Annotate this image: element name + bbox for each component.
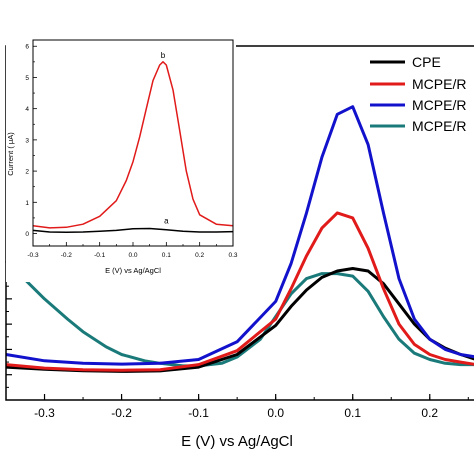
legend: CPE MCPE/R MCPE/R MCPE/R: [370, 54, 466, 134]
main-x-tick-label: 0.2: [421, 406, 438, 420]
main-plot-lines: [4, 105, 474, 373]
main-series-line-4: [4, 259, 474, 368]
inset-y-axis-label: Current ( μA): [6, 132, 15, 176]
legend-label-3: MCPE/R: [412, 97, 466, 113]
inset-x-tick-label: -0.1: [94, 252, 106, 259]
legend-label-1: CPE: [412, 54, 441, 70]
inset-x-tick-label: -0.2: [61, 252, 73, 259]
main-x-tick-label: -0.2: [111, 406, 132, 420]
inset-x-tick-label: 0.2: [195, 252, 204, 259]
inset-plot-lines: [32, 61, 234, 234]
inset-curve-label-b: b: [161, 51, 166, 60]
inset-series-line-2: [32, 61, 234, 229]
inset-y-tick-label: 0: [25, 231, 29, 238]
inset-y-tick-label: 3: [25, 137, 29, 144]
main-x-ticks: -0.3 -0.2 -0.1 0.0 0.1 0.2: [5, 394, 469, 420]
main-series-line-2: [5, 211, 474, 372]
inset-x-tick-label: 0.0: [128, 252, 137, 259]
inset-x-axis-label: E (V) vs Ag/AgCl: [105, 266, 161, 275]
main-x-axis-label: E (V) vs Ag/AgCl: [181, 433, 293, 450]
inset-background: [6, 40, 236, 282]
inset-curve-label-a: a: [164, 217, 169, 226]
inset-x-tick-label: -0.3: [27, 252, 39, 259]
inset-series-line-1: [32, 227, 234, 234]
inset-x-ticks: -0.3 -0.2 -0.1 0.0 0.1 0.2 0.3: [27, 242, 238, 259]
inset-y-tick-label: 4: [25, 106, 29, 113]
main-x-tick-label: 0.1: [344, 406, 361, 420]
inset-y-tick-label: 1: [25, 200, 29, 207]
inset-x-tick-label: 0.1: [162, 252, 171, 259]
legend-label-4: MCPE/R: [412, 118, 466, 134]
inset-chart: 0 1 2 3 4 5 6 -0.3 -0.2 -0.1 0.0 0.1 0.2 0.3 Current…: [6, 39, 238, 282]
main-series-line-3: [5, 105, 474, 366]
inset-y-tick-label: 2: [25, 169, 29, 176]
inset-y-tick-label: 5: [25, 75, 29, 82]
main-x-tick-label: -0.1: [188, 406, 209, 420]
legend-label-2: MCPE/R: [412, 76, 466, 92]
inset-y-tick-label: 6: [25, 44, 29, 51]
inset-y-ticks: 0 1 2 3 4 5 6: [25, 44, 37, 238]
main-x-tick-label: 0.0: [267, 406, 284, 420]
main-x-tick-label: -0.3: [34, 406, 55, 420]
inset-x-tick-label: 0.3: [228, 252, 237, 259]
